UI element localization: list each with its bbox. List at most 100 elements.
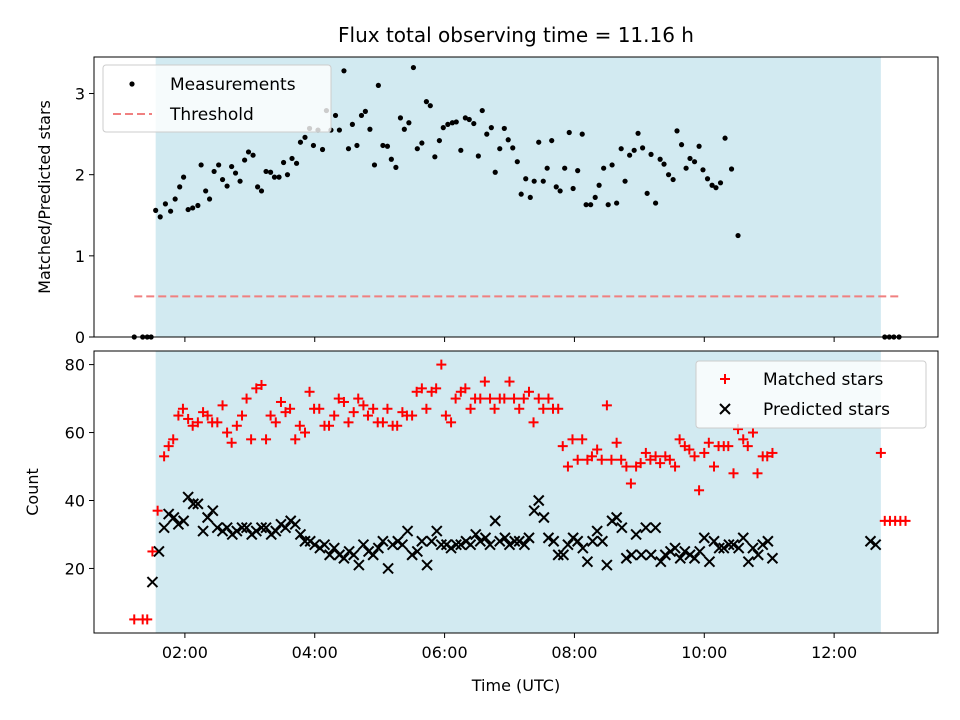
bottom-legend: Matched stars Predicted stars xyxy=(695,360,927,429)
matched-star-point xyxy=(650,451,661,462)
measurement-point xyxy=(419,140,425,146)
matched-star-point xyxy=(504,376,515,387)
matched-star-point xyxy=(416,383,427,394)
matched-star-point xyxy=(183,413,194,424)
measurement-point xyxy=(652,200,659,206)
matched-star-point xyxy=(689,451,700,462)
matched-star-point xyxy=(290,434,301,445)
matched-star-point xyxy=(147,546,158,557)
bottom-axes-frame xyxy=(93,350,939,634)
predicted-star-point xyxy=(674,552,686,564)
measurement-point xyxy=(605,202,611,208)
matched-star-point xyxy=(606,454,617,465)
measurement-point xyxy=(284,172,291,178)
measurement-point xyxy=(618,146,624,152)
predicted-star-point xyxy=(146,576,159,588)
predicted-star-point xyxy=(372,542,385,554)
predicted-star-point xyxy=(431,525,443,537)
predicted-star-point xyxy=(723,538,735,551)
measurement-point xyxy=(216,162,222,168)
matched-star-point xyxy=(572,454,583,465)
matched-star-point xyxy=(875,447,886,458)
matched-star-point xyxy=(187,420,198,431)
measurement-point xyxy=(206,196,213,202)
top-y-axis-label: Matched/Predicted stars xyxy=(35,100,54,294)
measurement-point xyxy=(423,99,430,105)
predicted-star-point xyxy=(591,525,603,537)
predicted-star-point xyxy=(299,535,311,547)
matched-star-point xyxy=(392,420,403,431)
measurement-point xyxy=(237,178,243,184)
measurement-point xyxy=(195,202,201,209)
measurement-point xyxy=(735,232,741,239)
measurement-point xyxy=(527,194,533,201)
measurement-point xyxy=(475,153,481,159)
matched-star-point xyxy=(699,447,710,458)
predicted-star-point xyxy=(557,549,570,561)
predicted-star-point xyxy=(581,555,594,568)
predicted-star-point xyxy=(625,549,638,561)
predicted-star-point xyxy=(377,535,389,547)
measurement-point xyxy=(704,176,711,182)
measurement-point xyxy=(219,176,226,183)
measurement-point xyxy=(349,121,355,127)
matched-star-point xyxy=(577,434,588,445)
matched-star-point xyxy=(553,403,564,414)
matched-star-point xyxy=(738,434,749,445)
predicted-star-point xyxy=(727,538,740,551)
measurement-point xyxy=(687,155,693,162)
matched-star-point xyxy=(333,393,344,404)
top-y-ticks: 0 1 2 3 xyxy=(75,85,94,347)
measurement-point xyxy=(371,162,378,168)
bottom-x-ticks: 02:00 04:00 06:00 08:00 10:00 12:00 xyxy=(162,633,857,662)
measurement-point xyxy=(406,120,412,126)
measurement-point xyxy=(388,156,394,162)
y-tick-label: 60 xyxy=(65,424,85,443)
predicted-star-point xyxy=(250,525,263,537)
measurement-point xyxy=(271,174,278,180)
measurement-point xyxy=(674,128,680,134)
measurement-point xyxy=(242,157,248,163)
measurement-point xyxy=(471,120,477,127)
measurement-point xyxy=(297,139,304,145)
y-tick-label: 2 xyxy=(75,166,85,185)
predicted-star-point xyxy=(708,535,720,547)
predicted-star-point xyxy=(211,521,224,534)
measurement-point xyxy=(665,172,672,178)
y-tick-label: 3 xyxy=(75,85,85,104)
measurement-point xyxy=(484,131,490,137)
measurement-point xyxy=(596,182,602,188)
predicted-star-point xyxy=(732,542,745,554)
matched-star-point xyxy=(382,403,393,414)
legend-plus-glyph xyxy=(720,374,730,384)
predicted-star-point xyxy=(713,542,725,554)
measurement-point xyxy=(518,191,524,197)
measurements-legend-marker xyxy=(129,81,135,87)
matched-star-point xyxy=(329,410,340,421)
matched-star-point xyxy=(294,420,305,431)
predicted-star-point xyxy=(547,535,560,547)
matched-star-point xyxy=(348,407,359,418)
predicted-star-point xyxy=(192,498,204,510)
predicted-stars-legend-label: Predicted stars xyxy=(763,400,890,420)
predicted-star-point xyxy=(401,525,414,537)
predicted-star-point xyxy=(328,542,340,554)
predicted-star-point xyxy=(474,535,486,547)
predicted-star-point xyxy=(610,511,623,524)
matched-star-point xyxy=(762,451,773,462)
predicted-star-point xyxy=(231,525,243,537)
predicted-star-point xyxy=(742,555,755,568)
measurement-point xyxy=(458,147,464,153)
predicted-star-point xyxy=(425,535,438,547)
predicted-star-point xyxy=(562,538,574,551)
measurement-point xyxy=(336,127,343,133)
measurement-point xyxy=(393,164,399,170)
matched-star-point xyxy=(670,461,681,472)
measurement-point xyxy=(488,125,494,131)
measurement-point xyxy=(345,146,352,152)
predicted-star-point xyxy=(596,535,609,547)
y-tick-label: 0 xyxy=(75,328,85,347)
matched-star-point xyxy=(518,393,529,404)
matched-star-point xyxy=(142,614,153,625)
predicted-star-point xyxy=(586,535,599,547)
